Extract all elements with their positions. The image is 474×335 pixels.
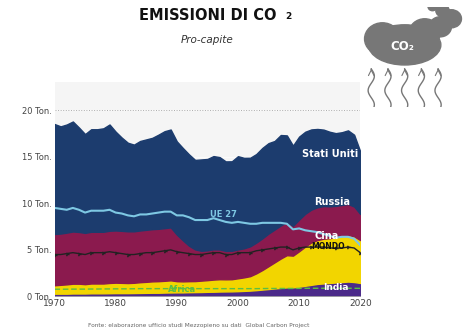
- Circle shape: [436, 5, 449, 17]
- Text: Stati Uniti: Stati Uniti: [302, 149, 358, 159]
- Text: EMISSIONI DI CO: EMISSIONI DI CO: [138, 8, 276, 23]
- Text: CO₂: CO₂: [391, 41, 414, 53]
- Text: Cina: Cina: [314, 231, 338, 241]
- Text: Fonte: elaborazione ufficio studi Mezzopieno su dati  Global Carbon Project: Fonte: elaborazione ufficio studi Mezzop…: [88, 323, 310, 328]
- Ellipse shape: [365, 23, 400, 55]
- Text: Africa: Africa: [168, 285, 196, 294]
- Text: Russia: Russia: [314, 197, 350, 207]
- Circle shape: [441, 10, 462, 28]
- Text: UE 27: UE 27: [210, 210, 237, 219]
- Text: India: India: [324, 283, 349, 292]
- Ellipse shape: [368, 25, 441, 65]
- Circle shape: [428, 3, 437, 11]
- Text: 2: 2: [285, 12, 292, 21]
- Text: Pro-capite: Pro-capite: [181, 35, 234, 45]
- Text: MONDO: MONDO: [311, 243, 345, 251]
- Ellipse shape: [409, 19, 440, 47]
- Circle shape: [429, 17, 451, 37]
